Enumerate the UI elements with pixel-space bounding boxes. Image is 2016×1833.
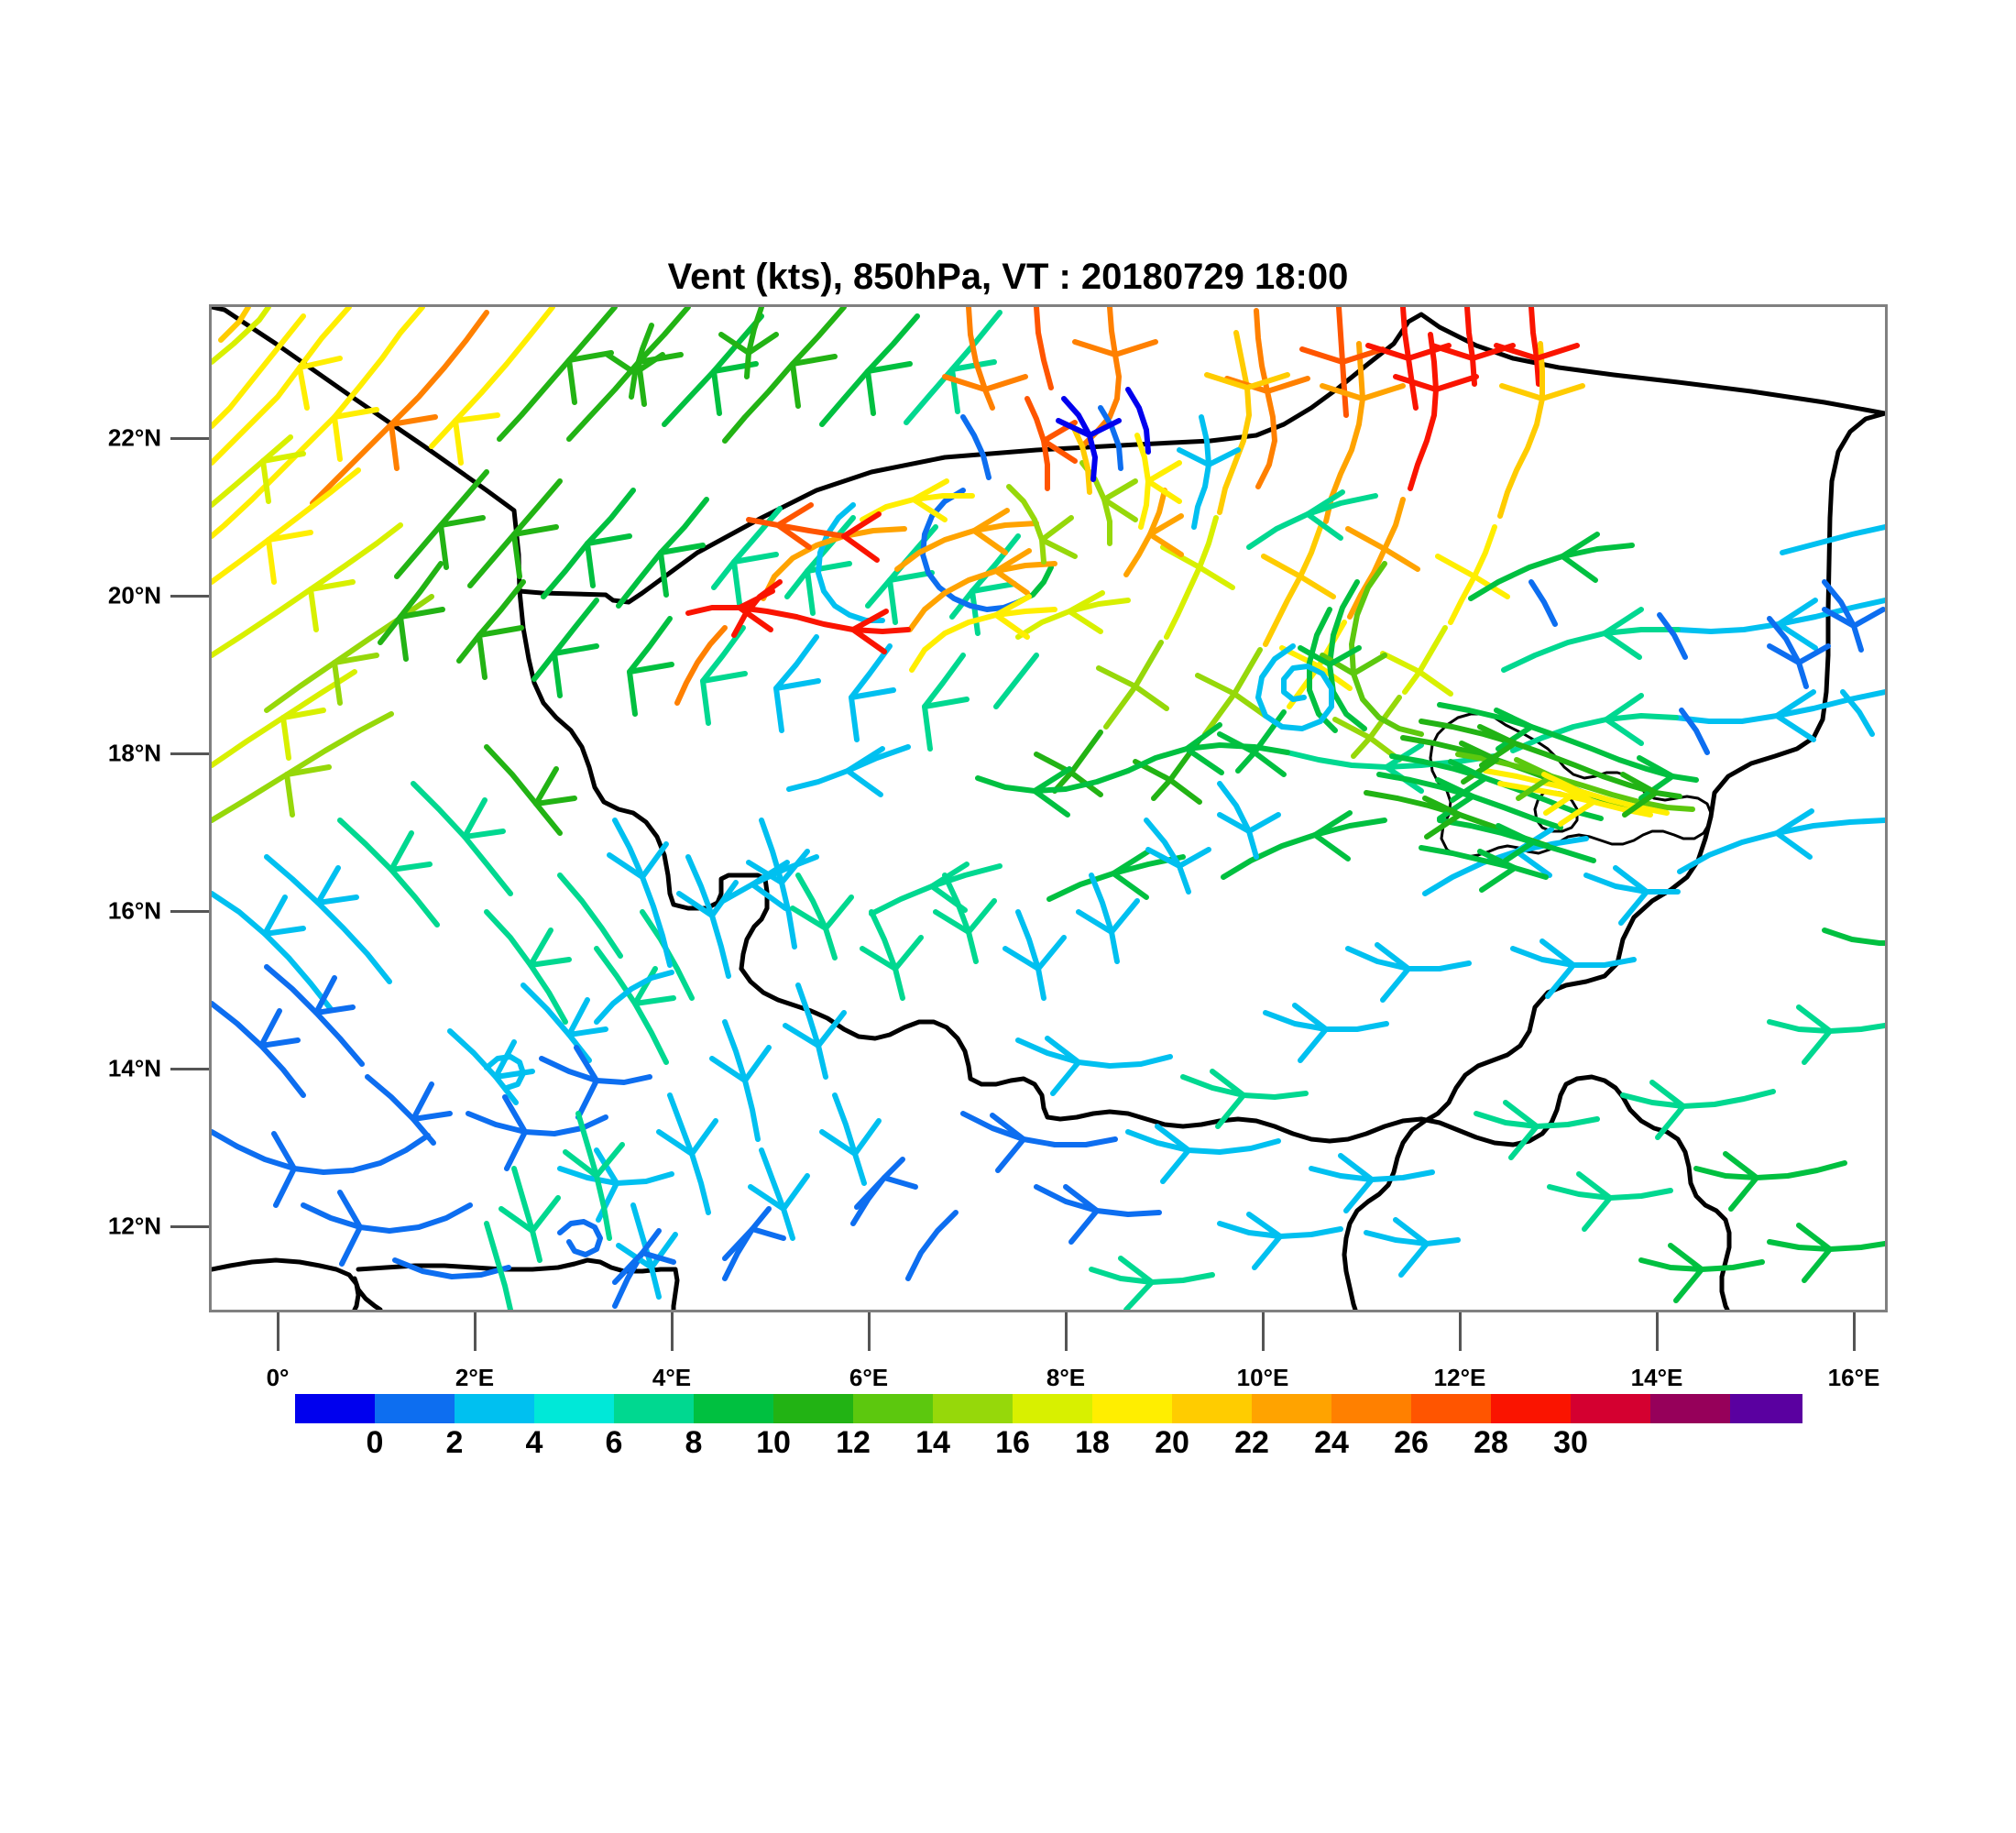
colorbar-tick-0: 0 <box>366 1425 384 1460</box>
y-tick-14 <box>170 1068 209 1070</box>
colorbar[interactable]: 0 2 4 6 8 10 12 14 16 18 20 22 24 26 28 … <box>295 1394 1802 1460</box>
streamline-group-easterly-jet <box>674 396 1184 706</box>
colorbar-tick-8: 8 <box>685 1425 703 1460</box>
x-axis-label-12: 12°E <box>1433 1364 1486 1391</box>
x-axis-label-16: 16°E <box>1827 1364 1880 1391</box>
x-axis-label-6: 6°E <box>849 1364 889 1391</box>
colorbar-block-6 <box>773 1394 853 1423</box>
colorbar-block-11 <box>1172 1394 1252 1423</box>
y-tick-16 <box>170 910 209 913</box>
x-tick-6 <box>868 1312 871 1351</box>
x-axis-label-4: 4°E <box>652 1364 692 1391</box>
colorbar-tick-22: 22 <box>1234 1425 1269 1460</box>
wind-streamlines <box>212 307 1885 1310</box>
colorbar-block-8 <box>933 1394 1013 1423</box>
x-tick-0 <box>277 1312 279 1351</box>
colorbar-tick-16: 16 <box>995 1425 1030 1460</box>
x-tick-14 <box>1656 1312 1659 1351</box>
streamline-group-southwest <box>212 744 695 1279</box>
x-tick-16 <box>1853 1312 1856 1351</box>
colorbar-tick-4: 4 <box>525 1425 543 1460</box>
x-tick-10 <box>1262 1312 1265 1351</box>
colorbar-block-13 <box>1331 1394 1411 1423</box>
colorbar-tick-24: 24 <box>1314 1425 1349 1460</box>
colorbar-block-16 <box>1571 1394 1650 1423</box>
y-tick-12 <box>170 1225 209 1228</box>
y-tick-22 <box>170 437 209 440</box>
y-axis-label-12: 12°N <box>107 1212 161 1240</box>
colorbar-tick-6: 6 <box>605 1425 623 1460</box>
colorbar-tick-18: 18 <box>1075 1425 1110 1460</box>
colorbar-block-3 <box>534 1394 614 1423</box>
streamline-group-northwest <box>212 307 555 823</box>
colorbar-tick-30: 30 <box>1553 1425 1588 1460</box>
colorbar-tick-14: 14 <box>915 1425 950 1460</box>
colorbar-tick-10: 10 <box>756 1425 791 1460</box>
x-axis-label-8: 8°E <box>1046 1364 1086 1391</box>
streamline-group-midband <box>720 489 1885 916</box>
colorbar-tick-20: 20 <box>1155 1425 1189 1460</box>
colorbar-block-15 <box>1491 1394 1571 1423</box>
x-axis-label-10: 10°E <box>1236 1364 1289 1391</box>
colorbar-block-17 <box>1650 1394 1730 1423</box>
y-axis-label-16: 16°N <box>107 896 161 925</box>
colorbar-block-0 <box>295 1394 375 1423</box>
y-tick-18 <box>170 752 209 755</box>
y-axis-label-20: 20°N <box>107 581 161 609</box>
colorbar-block-2 <box>455 1394 534 1423</box>
map-plot-area[interactable] <box>209 304 1888 1312</box>
x-axis-label-0: 0° <box>266 1364 290 1391</box>
x-tick-4 <box>671 1312 674 1351</box>
colorbar-block-1 <box>375 1394 455 1423</box>
colorbar-block-9 <box>1013 1394 1092 1423</box>
colorbar-block-5 <box>694 1394 773 1423</box>
colorbar-block-14 <box>1411 1394 1491 1423</box>
y-axis-label-22: 22°N <box>107 423 161 452</box>
colorbar-tick-2: 2 <box>445 1425 464 1460</box>
x-tick-2 <box>474 1312 477 1351</box>
streamline-group-misc <box>605 307 1885 895</box>
streamline-group-north-central <box>378 307 1039 752</box>
colorbar-tick-12: 12 <box>836 1425 871 1460</box>
y-axis-label-18: 18°N <box>107 739 161 767</box>
streamline-group-lake-chad-jet <box>1255 561 1699 893</box>
x-axis-label-2: 2°E <box>455 1364 495 1391</box>
x-axis-label-14: 14°E <box>1630 1364 1683 1391</box>
y-tick-20 <box>170 595 209 598</box>
wind-streamline-layer <box>212 307 1885 1310</box>
page-title: Vent (kts), 850hPa, VT : 20180729 18:00 <box>667 257 1349 297</box>
colorbar-block-10 <box>1092 1394 1172 1423</box>
colorbar-block-12 <box>1252 1394 1331 1423</box>
colorbar-tick-28: 28 <box>1474 1425 1508 1460</box>
colorbar-block-7 <box>853 1394 933 1423</box>
streamline-group-southeast <box>960 865 1885 1310</box>
colorbar-block-4 <box>614 1394 694 1423</box>
colorbar-block-18 <box>1730 1394 1802 1423</box>
streamline-group-south-central <box>484 818 1140 1310</box>
y-axis-label-14: 14°N <box>107 1054 161 1082</box>
colorbar-tick-26: 26 <box>1394 1425 1429 1460</box>
streamline-group-northeast <box>942 307 1585 805</box>
x-tick-12 <box>1459 1312 1462 1351</box>
x-tick-8 <box>1065 1312 1068 1351</box>
